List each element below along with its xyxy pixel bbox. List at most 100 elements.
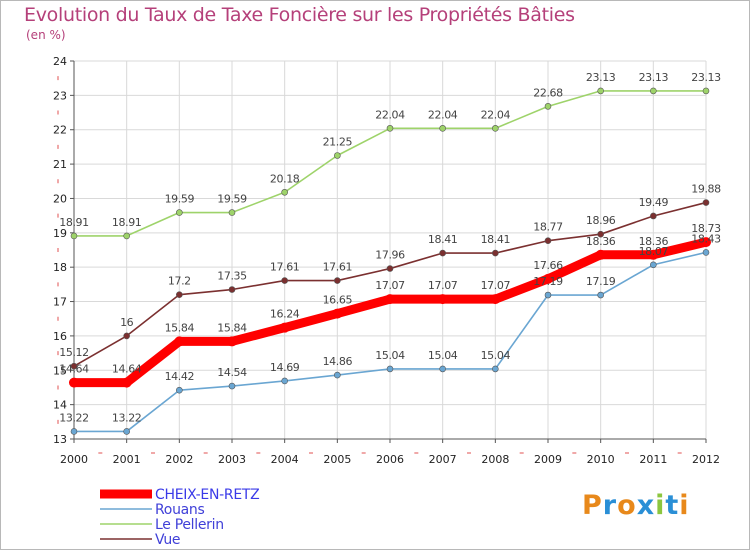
data-label: 22.04 [481, 108, 511, 121]
data-point [595, 249, 606, 260]
data-label: 16 [120, 316, 134, 329]
y-tick-label: 22 [53, 124, 67, 137]
data-point [279, 322, 290, 333]
x-tick-label: 2005 [323, 453, 351, 466]
data-label: 17.07 [375, 279, 405, 292]
data-point [332, 308, 343, 319]
data-label: 13.22 [59, 411, 89, 424]
logo-letter: o [617, 490, 637, 521]
data-label: 14.86 [323, 355, 353, 368]
data-point [385, 294, 395, 305]
x-tick-label: 2012 [692, 453, 720, 466]
chart-title: Evolution du Taux de Taxe Foncière sur l… [24, 4, 575, 26]
data-point [70, 362, 78, 370]
x-tick-label: 2007 [429, 453, 457, 466]
x-tick-labels: 2000 2001 2002 2003 2004 2005 2006 2007 2008 2009… [60, 453, 720, 466]
data-point [439, 125, 446, 132]
legend-label: Le Pellerin [155, 517, 224, 533]
data-point [437, 294, 448, 305]
x-tick-label: 2001 [113, 453, 141, 466]
data-point [543, 273, 553, 284]
data-label: 14.69 [270, 361, 300, 374]
data-label: 15.84 [217, 321, 247, 334]
data-point [228, 209, 236, 216]
data-label: 17.19 [586, 275, 616, 288]
data-label: 14.64 [112, 363, 142, 376]
x-tick-label: 2003 [218, 453, 246, 466]
data-point [281, 377, 288, 385]
data-point [386, 265, 394, 272]
data-label: 16.24 [270, 308, 300, 321]
data-label: 18.41 [481, 233, 511, 246]
proxiti-logo: Proxiti [582, 490, 690, 521]
data-label: 14.42 [165, 370, 195, 383]
data-label: 17.07 [428, 279, 458, 292]
data-label: 22.68 [533, 86, 563, 99]
x-tick-label: 2011 [639, 453, 667, 466]
data-label: 13.22 [112, 411, 142, 424]
data-point [650, 212, 657, 220]
data-label: 18.41 [428, 233, 458, 246]
y-tick-label: 19 [53, 227, 67, 240]
data-point [439, 365, 446, 373]
legend-label: CHEIX-EN-RETZ [155, 487, 259, 503]
data-label: 18.36 [639, 235, 669, 248]
data-label: 19.49 [639, 196, 669, 209]
data-label: 17.61 [323, 261, 353, 274]
data-label: 16.65 [323, 294, 353, 307]
data-label: 18.91 [112, 216, 142, 229]
logo-letter: i [679, 490, 690, 521]
data-label: 17.66 [533, 259, 563, 272]
data-label: 18.91 [59, 216, 89, 229]
data-points [69, 87, 711, 435]
data-point [701, 237, 711, 248]
data-point [174, 336, 185, 347]
data-point [597, 87, 604, 95]
logo-letter: i [655, 490, 666, 521]
data-point [490, 294, 501, 305]
data-label: 18.36 [586, 235, 616, 248]
data-point [439, 249, 446, 257]
y-tick-label: 17 [53, 296, 67, 309]
data-point [650, 261, 657, 269]
data-point [176, 209, 183, 216]
data-label: 15.04 [481, 349, 511, 362]
y-tick-label: 21 [53, 158, 67, 171]
y-tick-label: 24 [53, 55, 67, 68]
data-point [228, 286, 236, 293]
data-point [176, 386, 183, 394]
data-label: 14.64 [59, 363, 89, 376]
unit-label: (en %) [26, 28, 66, 42]
y-tick-label: 18 [53, 261, 67, 274]
data-label: 22.04 [428, 108, 458, 121]
data-label: 18.77 [533, 221, 563, 234]
y-tick-label: 23 [53, 89, 67, 102]
data-point [123, 232, 130, 240]
data-point [386, 365, 394, 373]
data-point [648, 249, 659, 260]
data-label: 17.61 [270, 261, 300, 274]
data-label: 22.04 [375, 108, 405, 121]
data-point [69, 377, 79, 388]
data-point [386, 125, 394, 132]
data-point [334, 152, 341, 159]
data-label: 15.04 [375, 349, 405, 362]
logo-letter: x [636, 490, 656, 521]
data-label: 15.04 [428, 349, 458, 362]
data-point [334, 277, 341, 284]
x-tick-label: 2000 [60, 453, 88, 466]
data-label: 23.13 [639, 71, 669, 84]
logo-letter: P [582, 490, 603, 521]
data-point [702, 199, 710, 206]
legend-label: Vue [155, 532, 180, 548]
x-tick-label: 2009 [534, 453, 562, 466]
data-label: 19.59 [165, 193, 195, 206]
data-point [702, 87, 710, 95]
data-label: 20.18 [270, 172, 300, 185]
data-point [281, 188, 288, 196]
data-labels: 14.64 14.64 15.84 15.84 16.24 16.65 17.07 17.07… [59, 71, 721, 425]
data-point [70, 232, 78, 240]
data-point [334, 371, 341, 379]
